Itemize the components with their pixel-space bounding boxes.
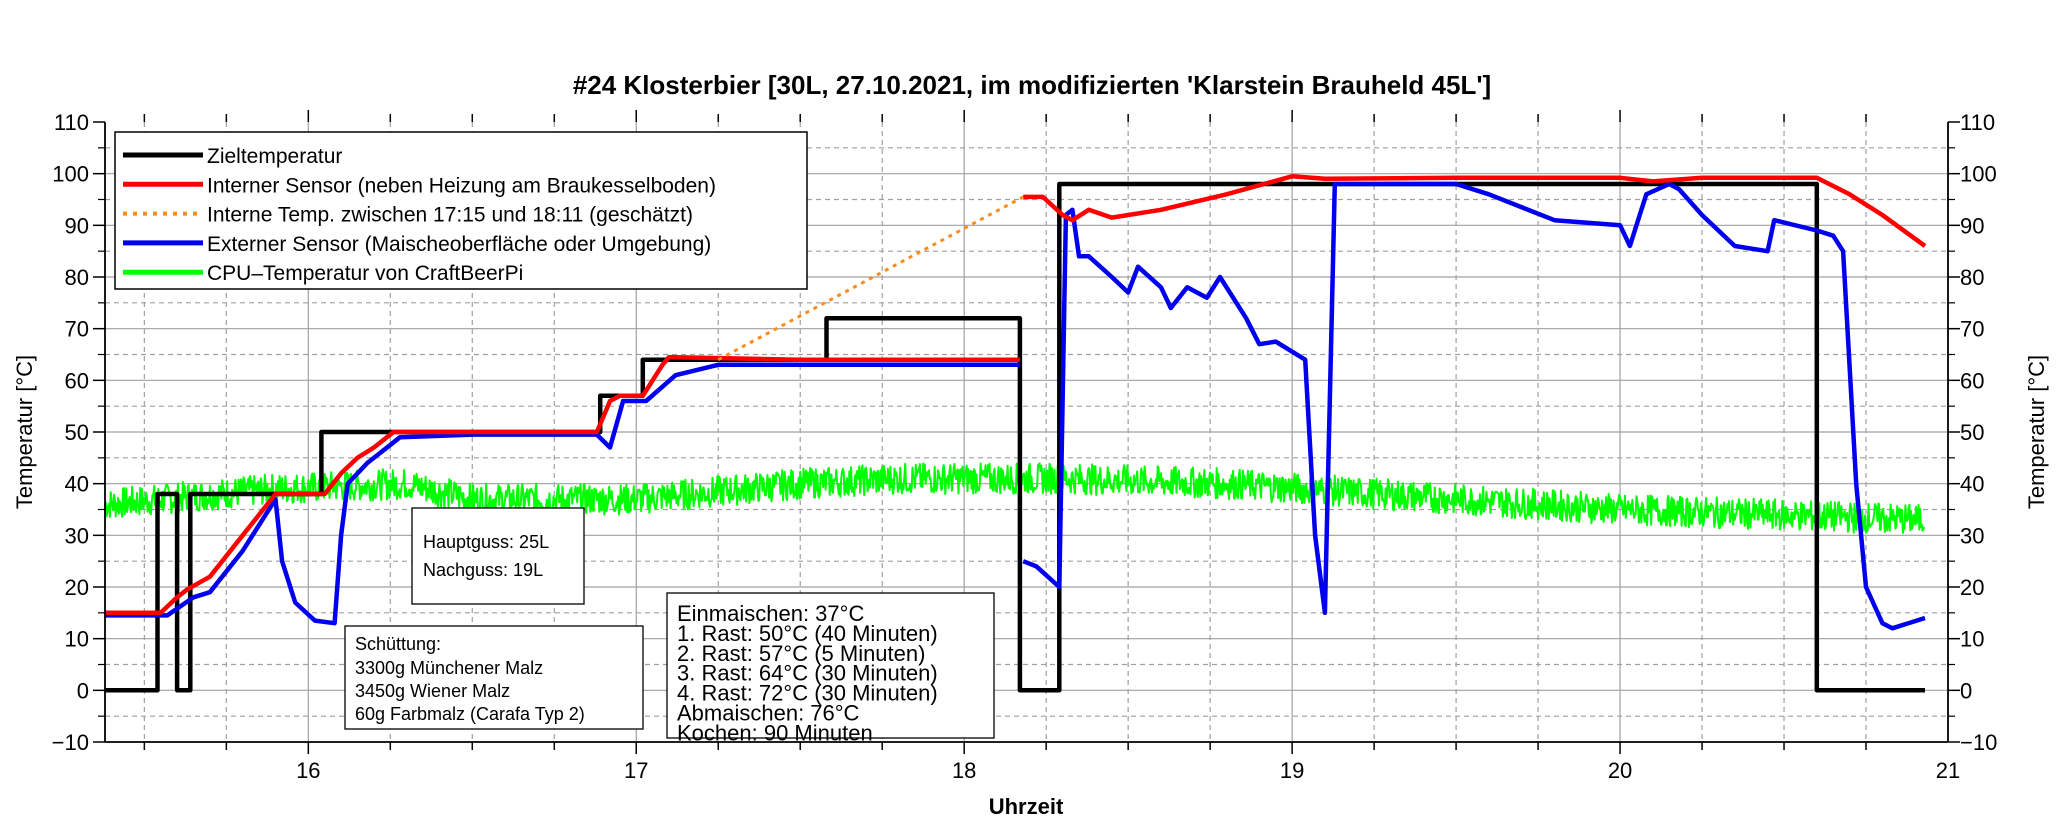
y-tick-label-left: 50 <box>65 420 89 445</box>
legend-label: CPU–Temperatur von CraftBeerPi <box>207 262 523 285</box>
annotation-line: Einmaischen: 37°C <box>677 601 864 626</box>
y-tick-label-right: 10 <box>1960 627 1984 652</box>
annotation-grain: Schüttung: 3300g Münchener Malz 3450g Wi… <box>344 625 644 730</box>
y-axis-label-left: Temperatur [°C] <box>12 355 37 509</box>
y-tick-label-right: −10 <box>1960 730 1997 755</box>
annotation-line: Hauptguss: 25L <box>423 532 549 552</box>
legend-label: Externer Sensor (Maischeoberfläche oder … <box>207 233 711 256</box>
x-tick-label: 17 <box>624 758 648 783</box>
series-line-externer <box>105 362 1020 626</box>
y-tick-label-right: 50 <box>1960 420 1984 445</box>
annotation-line: 1. Rast: 50°C (40 Minuten) <box>677 621 938 646</box>
x-axis-label: Uhrzeit <box>989 794 1064 819</box>
annotation-line: 2. Rast: 57°C (5 Minuten) <box>677 641 925 666</box>
annotation-line: 3. Rast: 64°C (30 Minuten) <box>677 661 938 686</box>
y-tick-label-right: 90 <box>1960 213 1984 238</box>
y-tick-label-right: 60 <box>1960 368 1984 393</box>
y-tick-label-left: 20 <box>65 575 89 600</box>
y-tick-label-left: 0 <box>77 678 89 703</box>
annotation-line: Kochen: 90 Minuten <box>677 720 873 745</box>
x-tick-label: 16 <box>296 758 320 783</box>
axes: −10 −10 0 0 10 10 20 20 30 30 40 40 50 50 60 60 70 70 80 80… <box>52 110 1997 783</box>
series-line-cputemperatur <box>104 462 1926 534</box>
series-group <box>104 174 1927 693</box>
annotation-line: Nachguss: 19L <box>423 560 543 580</box>
y-tick-label-right: 70 <box>1960 317 1984 342</box>
annotation-line: 3450g Wiener Malz <box>355 681 510 701</box>
legend-label: Interner Sensor (neben Heizung am Brauke… <box>207 174 716 197</box>
y-tick-label-right: 100 <box>1960 162 1997 187</box>
annotation-steps: Einmaischen: 37°C1. Rast: 50°C (40 Minut… <box>666 592 995 745</box>
y-tick-label-left: 10 <box>65 627 89 652</box>
x-tick-label: 19 <box>1280 758 1304 783</box>
legend-label: Zieltemperatur <box>207 145 342 168</box>
y-tick-label-left: 70 <box>65 317 89 342</box>
y-tick-label-left: 40 <box>65 472 89 497</box>
x-tick-label: 18 <box>952 758 976 783</box>
y-axis-label-right: Temperatur [°C] <box>2024 355 2049 509</box>
x-tick-label: 20 <box>1608 758 1632 783</box>
series-line-interne <box>717 195 1024 362</box>
series-line-interner <box>105 354 1020 616</box>
y-tick-label-right: 30 <box>1960 523 1984 548</box>
chart-title: #24 Klosterbier [30L, 27.10.2021, im mod… <box>573 70 1491 100</box>
y-tick-label-left: 110 <box>54 110 89 135</box>
annotation-line: 4. Rast: 72°C (30 Minuten) <box>677 681 938 706</box>
y-tick-label-right: 40 <box>1960 472 1984 497</box>
annotation-line: Abmaischen: 76°C <box>677 701 860 726</box>
x-tick-label: 21 <box>1936 758 1960 783</box>
y-tick-label-right: 110 <box>1960 110 1995 135</box>
y-tick-label-left: −10 <box>52 730 89 755</box>
annotation-line: Schüttung: <box>355 634 441 654</box>
y-tick-label-left: 30 <box>65 523 89 548</box>
y-tick-label-right: 80 <box>1960 265 1984 290</box>
annotation-line: 60g Farbmalz (Carafa Typ 2) <box>355 704 585 724</box>
series-line-externer <box>1022 181 1926 631</box>
y-tick-label-right: 20 <box>1960 575 1984 600</box>
series-line-interner <box>1023 174 1927 248</box>
y-tick-label-left: 60 <box>65 368 89 393</box>
legend: Zieltemperatur Interner Sensor (neben Hei… <box>114 131 808 290</box>
annotation-water: Hauptguss: 25L Nachguss: 19L <box>411 507 585 605</box>
y-tick-label-left: 80 <box>65 265 89 290</box>
y-tick-label-right: 0 <box>1960 678 1972 703</box>
y-tick-label-left: 100 <box>52 162 89 187</box>
annotation-line: 3300g Münchener Malz <box>355 658 543 678</box>
y-tick-label-left: 90 <box>65 213 89 238</box>
legend-label: Interne Temp. zwischen 17:15 und 18:11 (… <box>207 204 693 227</box>
